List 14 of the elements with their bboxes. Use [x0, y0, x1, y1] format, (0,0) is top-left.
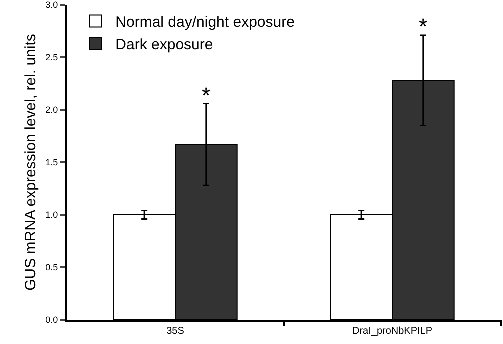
y-tick-label: 2.5	[46, 52, 58, 63]
x-tick-label: 35S	[166, 326, 185, 337]
y-tick-label: 1.5	[46, 158, 58, 168]
y-tick-label: 0.0	[46, 315, 58, 326]
y-tick-label: 1.0	[46, 210, 58, 220]
annotation: *	[419, 14, 428, 39]
y-tick-label: 0.5	[46, 262, 58, 273]
annotation: *	[202, 83, 211, 108]
legend-label: Normal day/night exposure	[116, 14, 295, 32]
legend-label: Dark exposure	[116, 36, 214, 54]
y-tick-label: 2.0	[46, 105, 58, 116]
y-axis-title: GUS mRNA expression level, rel. units	[22, 34, 40, 291]
x-tick-label: DraI_proNbKPILP	[352, 326, 433, 337]
y-tick-label: 3.0	[46, 0, 58, 10]
